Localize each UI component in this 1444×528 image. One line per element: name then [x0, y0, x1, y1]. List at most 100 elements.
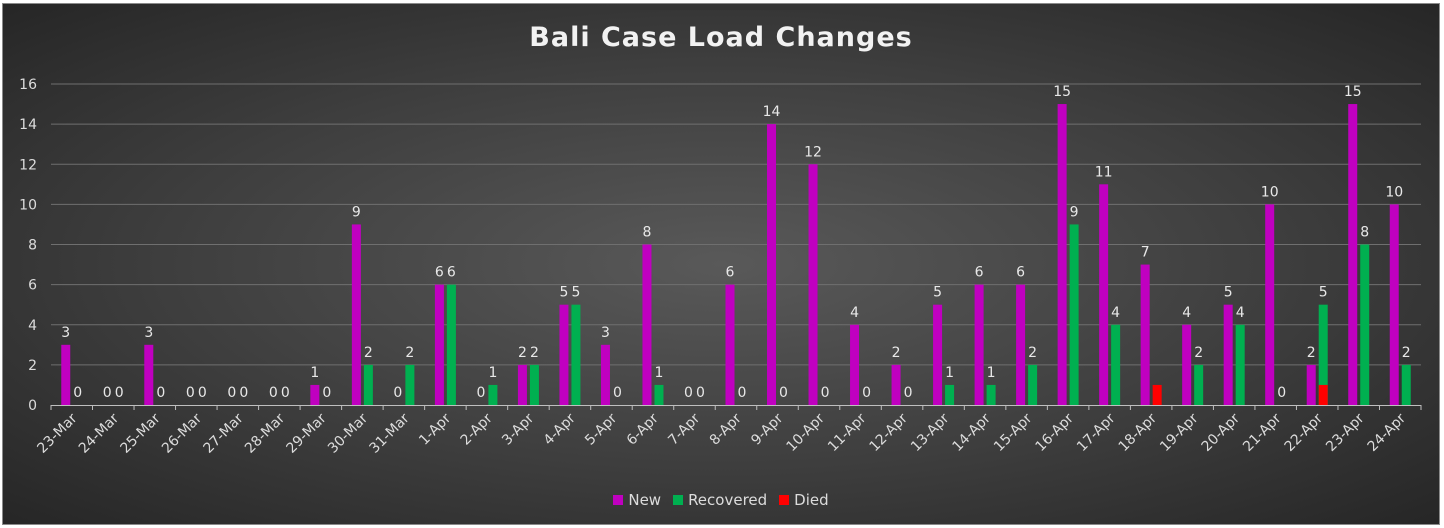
chart-frame: Bali Case Load Changes 0 2 4 6 8 10 12 14 16 3 0 3 0… — [2, 3, 1440, 525]
data-label-recovered: 0 — [821, 385, 830, 401]
bar-new — [767, 124, 777, 405]
bar-recovered — [363, 364, 373, 405]
legend-swatch — [673, 495, 684, 505]
data-label-new: 0 — [227, 385, 236, 401]
data-label-new: 14 — [763, 104, 781, 120]
data-label-recovered: 1 — [945, 365, 954, 381]
bar-new — [351, 224, 361, 405]
x-tick-label: 19-Apr — [1157, 410, 1202, 455]
bar-new — [144, 344, 154, 405]
x-tick-label: 4-Apr — [541, 410, 579, 448]
x-tick-label: 24-Mar — [76, 410, 122, 456]
data-label-new: 8 — [643, 225, 652, 241]
bar-recovered — [1235, 324, 1245, 405]
x-tick-label: 27-Mar — [200, 410, 246, 456]
data-label-new: 0 — [269, 385, 278, 401]
bar-recovered — [1318, 304, 1328, 405]
bar-new — [808, 164, 818, 405]
y-tick-label: 8 — [28, 238, 37, 254]
bar-recovered — [488, 384, 498, 405]
data-label-recovered: 0 — [156, 385, 165, 401]
data-label-new: 2 — [1307, 345, 1316, 361]
bar-new — [850, 324, 860, 405]
data-label-recovered: 0 — [904, 385, 913, 401]
data-label-new: 3 — [61, 325, 70, 341]
y-tick-label: 2 — [28, 358, 37, 374]
data-label-recovered: 2 — [1402, 345, 1411, 361]
legend-swatch — [613, 495, 624, 505]
data-label-new: 6 — [726, 265, 735, 281]
x-tick-label: 2-Apr — [458, 410, 496, 448]
data-label-recovered: 1 — [655, 365, 664, 381]
data-label-recovered: 2 — [364, 345, 373, 361]
legend-label: Died — [794, 491, 829, 509]
data-label-recovered: 6 — [447, 265, 456, 281]
data-label-recovered: 0 — [862, 385, 871, 401]
legend-item: New — [613, 491, 661, 509]
x-tick-label: 23-Apr — [1323, 410, 1368, 455]
data-label-recovered: 0 — [779, 385, 788, 401]
data-label-recovered: 1 — [488, 365, 497, 381]
data-label-recovered: 0 — [322, 385, 331, 401]
data-label-new: 15 — [1053, 84, 1071, 100]
legend-item: Died — [779, 491, 829, 509]
data-label-new: 0 — [684, 385, 693, 401]
data-label-new: 3 — [144, 325, 153, 341]
bar-recovered — [1360, 244, 1370, 405]
bar-new — [1182, 324, 1192, 405]
data-label-new: 10 — [1261, 184, 1279, 200]
data-label-recovered: 4 — [1111, 305, 1120, 321]
y-tick-label: 4 — [28, 318, 37, 334]
bar-died — [1152, 384, 1162, 405]
bar-new — [891, 364, 901, 405]
x-tick-label: 30-Mar — [325, 410, 371, 456]
bar-new — [1223, 304, 1233, 405]
bar-new — [310, 384, 320, 405]
y-tick-label: 0 — [28, 398, 37, 414]
x-tick-label: 14-Apr — [950, 410, 995, 455]
data-label-recovered: 5 — [571, 285, 580, 301]
data-label-new: 7 — [1141, 245, 1150, 261]
data-label-new: 9 — [352, 204, 361, 220]
data-label-new: 6 — [435, 265, 444, 281]
data-label-new: 6 — [975, 265, 984, 281]
x-tick-label: 1-Apr — [416, 410, 454, 448]
bar-recovered — [945, 384, 955, 405]
x-tick-label: 11-Apr — [825, 410, 870, 455]
data-label-new: 5 — [933, 285, 942, 301]
x-tick-label: 31-Mar — [367, 410, 413, 456]
bar-new — [600, 344, 610, 405]
data-label-new: 11 — [1095, 164, 1113, 180]
data-label-recovered: 2 — [405, 345, 414, 361]
bar-new — [642, 244, 652, 405]
data-label-recovered: 0 — [281, 385, 290, 401]
x-tick-label: 17-Apr — [1074, 410, 1119, 455]
x-tick-label: 18-Apr — [1116, 410, 1161, 455]
x-tick-label: 6-Apr — [624, 410, 662, 448]
data-label-new: 0 — [476, 385, 485, 401]
data-label-new: 5 — [1224, 285, 1233, 301]
bar-new — [933, 304, 943, 405]
data-label-recovered: 1 — [987, 365, 996, 381]
bar-recovered — [654, 384, 664, 405]
x-tick-label: 9-Apr — [748, 410, 786, 448]
data-label-recovered: 8 — [1360, 225, 1369, 241]
data-label-recovered: 0 — [198, 385, 207, 401]
bar-new — [1057, 104, 1067, 405]
bar-recovered — [1401, 364, 1411, 405]
chart-title: Bali Case Load Changes — [529, 22, 913, 53]
x-tick-label: 26-Mar — [159, 410, 205, 456]
bar-new — [434, 284, 444, 405]
data-label-new: 6 — [1016, 265, 1025, 281]
bar-recovered — [405, 364, 415, 405]
data-label-new: 4 — [1182, 305, 1191, 321]
data-label-recovered: 9 — [1070, 204, 1079, 220]
legend-item: Recovered — [673, 491, 767, 509]
bar-new — [1140, 264, 1150, 405]
data-label-new: 0 — [393, 385, 402, 401]
y-tick-label: 16 — [19, 77, 37, 93]
x-tick-label: 16-Apr — [1033, 410, 1078, 455]
legend-swatch — [779, 495, 790, 505]
x-tick-label: 20-Apr — [1199, 410, 1244, 455]
